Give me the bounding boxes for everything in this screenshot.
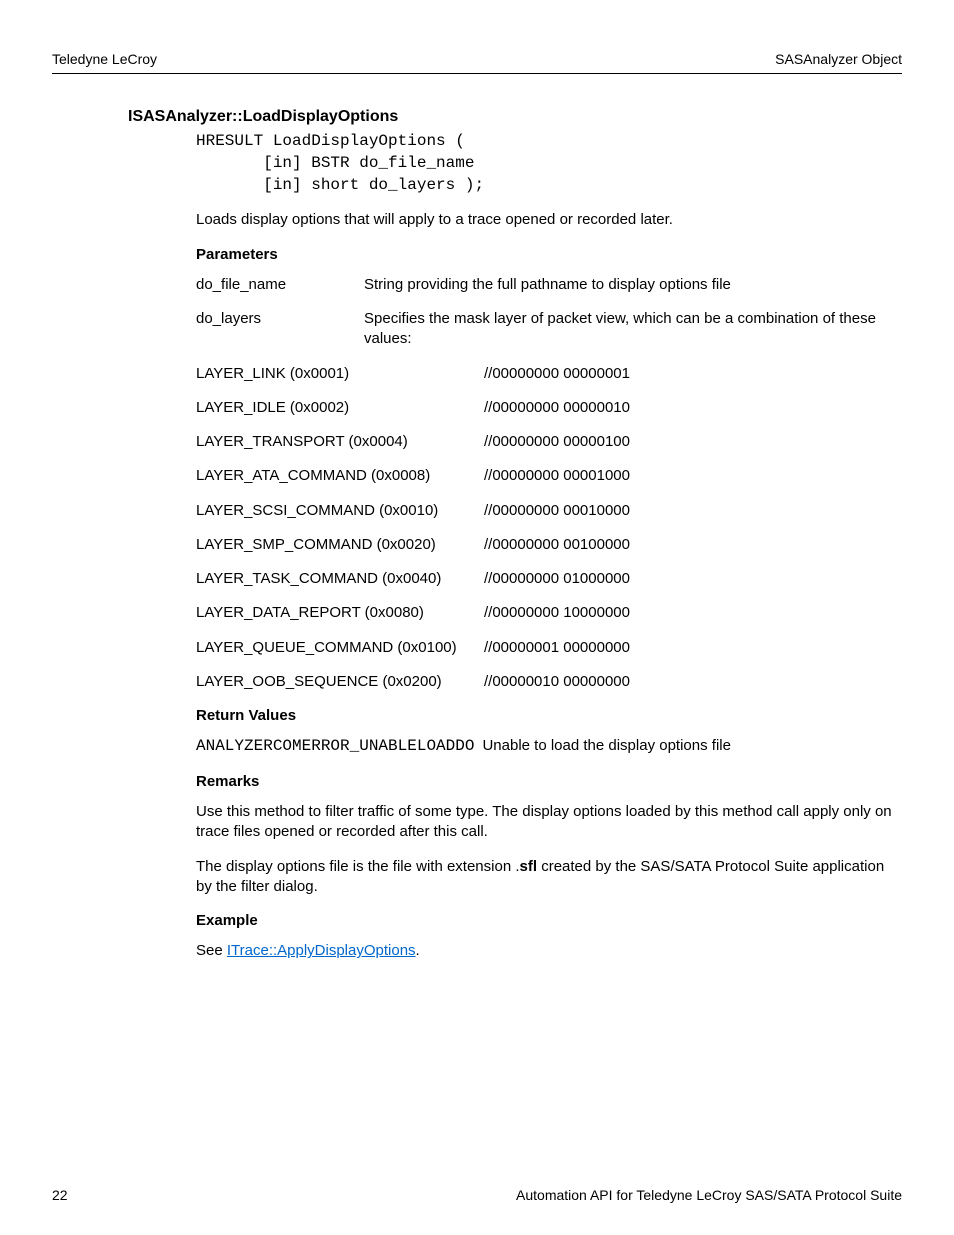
- param-row: do_file_nameString providing the full pa…: [196, 275, 892, 295]
- param-desc: Specifies the mask layer of packet view,…: [364, 309, 892, 350]
- layer-name: LAYER_ATA_COMMAND (0x0008): [196, 466, 484, 486]
- example-heading: Example: [196, 911, 892, 931]
- layer-name: LAYER_SCSI_COMMAND (0x0010): [196, 501, 484, 521]
- layer-name: LAYER_SMP_COMMAND (0x0020): [196, 535, 484, 555]
- page-header: Teledyne LeCroy SASAnalyzer Object: [52, 50, 902, 74]
- remarks-para-2: The display options file is the file wit…: [196, 857, 892, 898]
- layer-row: LAYER_SCSI_COMMAND (0x0010)//00000000 00…: [196, 501, 892, 521]
- layer-bits: //00000000 10000000: [484, 603, 892, 623]
- code-signature: HRESULT LoadDisplayOptions ( [in] BSTR d…: [196, 131, 902, 196]
- remarks-heading: Remarks: [196, 772, 892, 792]
- parameters-list: do_file_nameString providing the full pa…: [196, 275, 892, 350]
- return-value-desc: Unable to load the display options file: [482, 736, 892, 758]
- section-title: ISASAnalyzer::LoadDisplayOptions: [128, 106, 902, 128]
- layer-name: LAYER_IDLE (0x0002): [196, 398, 484, 418]
- layer-row: LAYER_IDLE (0x0002)//00000000 00000010: [196, 398, 892, 418]
- param-name: do_file_name: [196, 275, 364, 295]
- layer-bits: //00000000 00100000: [484, 535, 892, 555]
- layer-row: LAYER_LINK (0x0001)//00000000 00000001: [196, 364, 892, 384]
- layer-bits: //00000000 00001000: [484, 466, 892, 486]
- example-link[interactable]: ITrace::ApplyDisplayOptions: [227, 942, 416, 959]
- layer-row: LAYER_OOB_SEQUENCE (0x0200)//00000010 00…: [196, 672, 892, 692]
- return-value-name: ANALYZERCOMERROR_UNABLELOADDO: [196, 736, 482, 758]
- layer-row: LAYER_DATA_REPORT (0x0080)//00000000 100…: [196, 603, 892, 623]
- layer-bits: //00000000 00000001: [484, 364, 892, 384]
- header-right: SASAnalyzer Object: [775, 50, 902, 69]
- layer-bits: //00000000 01000000: [484, 569, 892, 589]
- return-value-row: ANALYZERCOMERROR_UNABLELOADDO Unable to …: [196, 736, 892, 758]
- layer-name: LAYER_QUEUE_COMMAND (0x0100): [196, 638, 484, 658]
- param-desc: String providing the full pathname to di…: [364, 275, 892, 295]
- layer-name: LAYER_LINK (0x0001): [196, 364, 484, 384]
- example-post: .: [416, 942, 420, 959]
- layer-row: LAYER_QUEUE_COMMAND (0x0100)//00000001 0…: [196, 638, 892, 658]
- layer-bits: //00000010 00000000: [484, 672, 892, 692]
- return-values-heading: Return Values: [196, 706, 892, 726]
- layer-bits: //00000000 00000010: [484, 398, 892, 418]
- page-footer: 22 Automation API for Teledyne LeCroy SA…: [52, 1180, 902, 1205]
- example-pre: See: [196, 942, 227, 959]
- page-content: ISASAnalyzer::LoadDisplayOptions HRESULT…: [52, 74, 902, 1180]
- layer-row: LAYER_ATA_COMMAND (0x0008)//00000000 000…: [196, 466, 892, 486]
- footer-doc-title: Automation API for Teledyne LeCroy SAS/S…: [516, 1186, 902, 1205]
- layer-name: LAYER_OOB_SEQUENCE (0x0200): [196, 672, 484, 692]
- parameters-heading: Parameters: [196, 245, 892, 265]
- param-name: do_layers: [196, 309, 364, 350]
- param-row: do_layersSpecifies the mask layer of pac…: [196, 309, 892, 350]
- layer-name: LAYER_TASK_COMMAND (0x0040): [196, 569, 484, 589]
- layer-name: LAYER_TRANSPORT (0x0004): [196, 432, 484, 452]
- example-line: See ITrace::ApplyDisplayOptions.: [196, 941, 892, 961]
- footer-page-number: 22: [52, 1186, 68, 1205]
- layer-row: LAYER_SMP_COMMAND (0x0020)//00000000 001…: [196, 535, 892, 555]
- layer-row: LAYER_TRANSPORT (0x0004)//00000000 00000…: [196, 432, 892, 452]
- layer-bits: //00000000 00010000: [484, 501, 892, 521]
- layer-row: LAYER_TASK_COMMAND (0x0040)//00000000 01…: [196, 569, 892, 589]
- remarks-para-1: Use this method to filter traffic of som…: [196, 802, 892, 843]
- layer-name: LAYER_DATA_REPORT (0x0080): [196, 603, 484, 623]
- layer-bits: //00000001 00000000: [484, 638, 892, 658]
- header-left: Teledyne LeCroy: [52, 50, 157, 69]
- remarks2-bold: sfl: [520, 858, 538, 875]
- layer-bits: //00000000 00000100: [484, 432, 892, 452]
- intro-text: Loads display options that will apply to…: [196, 210, 892, 230]
- remarks2-pre: The display options file is the file wit…: [196, 858, 520, 875]
- layers-list: LAYER_LINK (0x0001)//00000000 00000001LA…: [196, 364, 892, 693]
